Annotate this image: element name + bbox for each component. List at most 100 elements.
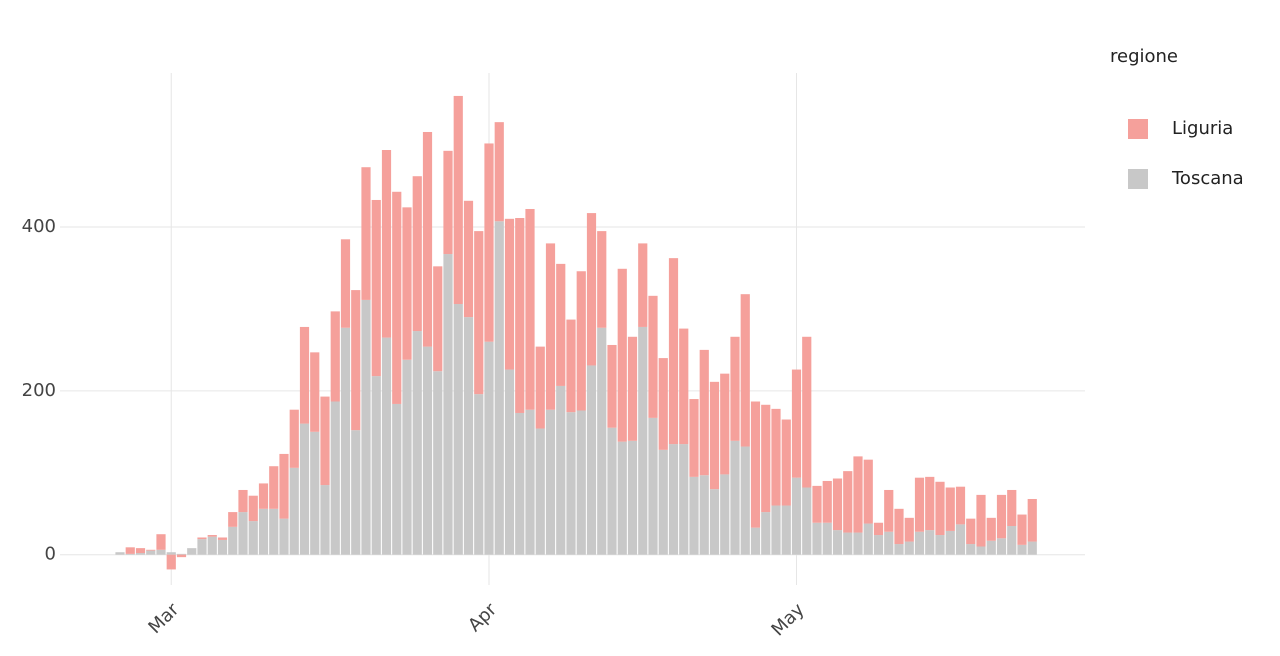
- bar: [699, 349, 709, 476]
- bar: [238, 512, 248, 555]
- bar: [812, 485, 822, 523]
- bar: [412, 176, 422, 332]
- bar: [566, 319, 576, 413]
- bar: [679, 444, 689, 555]
- bar: [279, 518, 289, 555]
- bar: [207, 535, 217, 537]
- bar: [289, 409, 299, 468]
- bar: [986, 540, 996, 555]
- bar: [863, 523, 873, 555]
- bar: [822, 480, 832, 523]
- bar: [586, 213, 597, 366]
- bar: [638, 243, 648, 327]
- bar: [330, 311, 340, 402]
- bar: [228, 526, 238, 555]
- bar: [412, 331, 422, 555]
- bar: [791, 369, 802, 478]
- bar: [935, 481, 945, 536]
- bar: [884, 531, 894, 555]
- legend-label: Liguria: [1172, 118, 1233, 139]
- bar: [351, 430, 361, 555]
- bar: [822, 522, 832, 555]
- bar: [771, 408, 781, 506]
- bar: [709, 489, 720, 555]
- y-tick-label: 400: [22, 216, 56, 237]
- bar: [525, 208, 535, 410]
- bar: [535, 346, 545, 429]
- bar: [392, 191, 402, 404]
- bar: [115, 552, 125, 555]
- bar: [976, 546, 986, 555]
- bar: [730, 440, 740, 555]
- bar: [904, 541, 914, 555]
- bar: [381, 150, 392, 338]
- bar: [1007, 489, 1017, 527]
- bar: [658, 449, 668, 555]
- bar: [187, 548, 197, 555]
- bar: [504, 369, 515, 555]
- bar: [310, 352, 320, 432]
- bar: [740, 446, 750, 555]
- bar: [873, 522, 884, 536]
- bar: [299, 326, 310, 424]
- bar: [340, 327, 351, 555]
- bar: [258, 483, 269, 509]
- bar: [730, 336, 740, 441]
- bar: [996, 494, 1007, 539]
- bar: [597, 231, 607, 328]
- x-tick-label: May: [767, 599, 808, 640]
- bar: [484, 143, 494, 342]
- bar: [607, 344, 617, 428]
- bar: [914, 531, 925, 555]
- bar: [515, 217, 525, 413]
- bar: [156, 549, 166, 555]
- bar: [679, 328, 689, 445]
- bar: [269, 466, 279, 509]
- bar: [320, 485, 330, 555]
- bar: [607, 427, 617, 555]
- bar: [166, 552, 176, 555]
- bar: [443, 150, 453, 255]
- bar: [843, 532, 853, 555]
- bar: [627, 440, 638, 555]
- bar: [330, 401, 340, 555]
- bar: [1027, 498, 1037, 542]
- bar: [761, 512, 771, 555]
- bar: [453, 304, 463, 555]
- bar: [709, 381, 720, 490]
- bar: [658, 358, 668, 450]
- x-tick-label: Apr: [464, 599, 501, 636]
- bar: [228, 512, 238, 527]
- bar: [802, 336, 812, 488]
- bar: [832, 478, 843, 531]
- bar: [474, 231, 484, 395]
- legend-swatch: [1128, 169, 1148, 189]
- bar: [873, 535, 884, 555]
- bar: [750, 401, 761, 528]
- bar: [217, 537, 228, 540]
- bar: [279, 453, 289, 519]
- y-tick-label: 200: [22, 380, 56, 401]
- bar: [986, 517, 996, 541]
- x-tick-label: Mar: [144, 599, 183, 638]
- bar: [381, 337, 392, 555]
- bar: [289, 467, 299, 555]
- bar: [945, 487, 955, 531]
- bar: [668, 258, 679, 445]
- bar: [463, 317, 474, 555]
- bar: [361, 299, 371, 555]
- bar: [976, 494, 986, 547]
- bar: [812, 522, 822, 555]
- bar: [853, 532, 863, 555]
- bar: [176, 553, 187, 555]
- bar: [668, 444, 679, 555]
- bar: [750, 527, 761, 555]
- bar: [556, 385, 566, 555]
- bar: [586, 365, 597, 555]
- bar: [802, 487, 812, 555]
- bar: [197, 539, 207, 555]
- bar: [1007, 526, 1017, 555]
- bar: [494, 221, 504, 555]
- bar: [576, 410, 586, 555]
